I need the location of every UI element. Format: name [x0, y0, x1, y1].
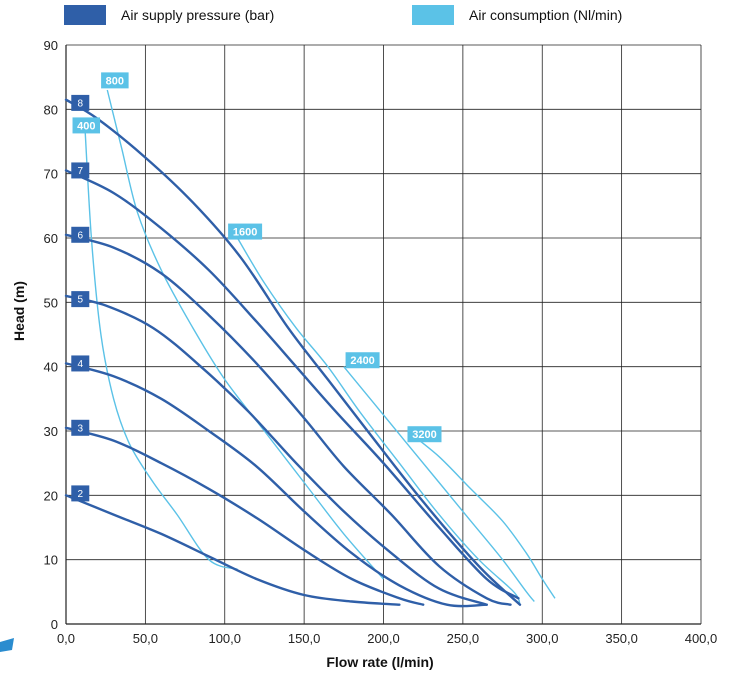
y-tick-label: 40: [44, 360, 58, 375]
y-tick-label: 30: [44, 424, 58, 439]
consumption-line-800: [106, 89, 385, 580]
pressure-tag-label: 3: [78, 423, 84, 434]
pressure-line-8: [64, 98, 522, 606]
pressure-tag-label: 8: [78, 98, 84, 109]
consumption-tag-label: 3200: [412, 429, 436, 441]
consumption-tag-1600: [228, 223, 263, 240]
consumption-lines: [84, 89, 556, 606]
consumption-line-400: [84, 128, 238, 570]
pressure-tag-6: [71, 226, 90, 243]
x-tick-label: 300,0: [526, 631, 559, 646]
consumption-line-2400: [343, 366, 535, 602]
grid: [65, 44, 702, 625]
pressure-line-2: [64, 494, 401, 606]
consumption-line-1600: [236, 237, 521, 606]
pressure-line-3: [64, 426, 425, 606]
pressure-lines: [64, 98, 522, 608]
x-tick-label: 0,0: [57, 631, 75, 646]
pressure-tag-label: 7: [78, 166, 84, 177]
x-tick-label: 150,0: [288, 631, 321, 646]
x-tick-label: 350,0: [605, 631, 638, 646]
y-tick-label: 0: [51, 617, 58, 632]
y-tick-label: 80: [44, 102, 58, 117]
legend-swatch-consumption: [412, 5, 454, 25]
pressure-line-5: [64, 294, 488, 606]
consumption-tag-400: [72, 117, 101, 134]
consumption-tag-2400: [345, 352, 380, 369]
x-tick-label: 200,0: [367, 631, 400, 646]
consumption-tag-label: 800: [106, 75, 124, 87]
legend-swatch-pressure: [64, 5, 106, 25]
y-tick-label: 10: [44, 553, 58, 568]
pressure-tag-2: [71, 485, 90, 502]
y-tick-labels: 0 10 20 30 40 50 60 70 80 90: [44, 38, 58, 632]
x-axis-title: Flow rate (l/min): [326, 654, 433, 670]
y-tick-label: 20: [44, 488, 58, 503]
pressure-tag-label: 6: [78, 230, 84, 241]
x-tick-label: 50,0: [133, 631, 158, 646]
curve-labels: 8 7 6 5 4 3 2 800 400 1600 2400 3200: [71, 72, 442, 502]
legend: Air supply pressure (bar) Air consumptio…: [64, 5, 622, 25]
y-tick-label: 50: [44, 295, 58, 310]
pressure-line-4: [64, 362, 488, 608]
consumption-tag-label: 400: [77, 120, 95, 132]
pressure-tag-4: [71, 355, 90, 372]
legend-label-pressure: Air supply pressure (bar): [121, 7, 274, 23]
y-tick-label: 90: [44, 38, 58, 53]
pressure-tag-label: 2: [78, 489, 84, 500]
consumption-tag-3200: [407, 426, 442, 443]
x-tick-label: 400,0: [685, 631, 718, 646]
pressure-tag-7: [71, 162, 90, 179]
pressure-tag-label: 4: [78, 359, 84, 370]
consumption-tag-label: 1600: [233, 227, 257, 239]
consumption-line-3200: [406, 430, 556, 599]
pressure-line-7: [64, 169, 520, 600]
x-tick-label: 250,0: [447, 631, 480, 646]
pressure-tag-3: [71, 419, 90, 436]
consumption-tag-800: [101, 72, 129, 89]
x-tick-label: 100,0: [208, 631, 241, 646]
pressure-tag-8: [71, 94, 90, 111]
pressure-tag-label: 5: [78, 295, 84, 306]
legend-label-consumption: Air consumption (Nl/min): [469, 7, 622, 23]
consumption-tag-label: 2400: [350, 355, 374, 367]
x-tick-labels: 0,0 50,0 100,0 150,0 200,0 250,0 300,0 350,0 400…: [57, 631, 717, 646]
y-axis-title: Head (m): [11, 281, 27, 341]
pressure-line-6: [64, 233, 512, 606]
y-tick-label: 70: [44, 167, 58, 182]
y-tick-label: 60: [44, 231, 58, 246]
corner-mark-icon: [0, 638, 14, 652]
pressure-tag-5: [71, 291, 90, 308]
